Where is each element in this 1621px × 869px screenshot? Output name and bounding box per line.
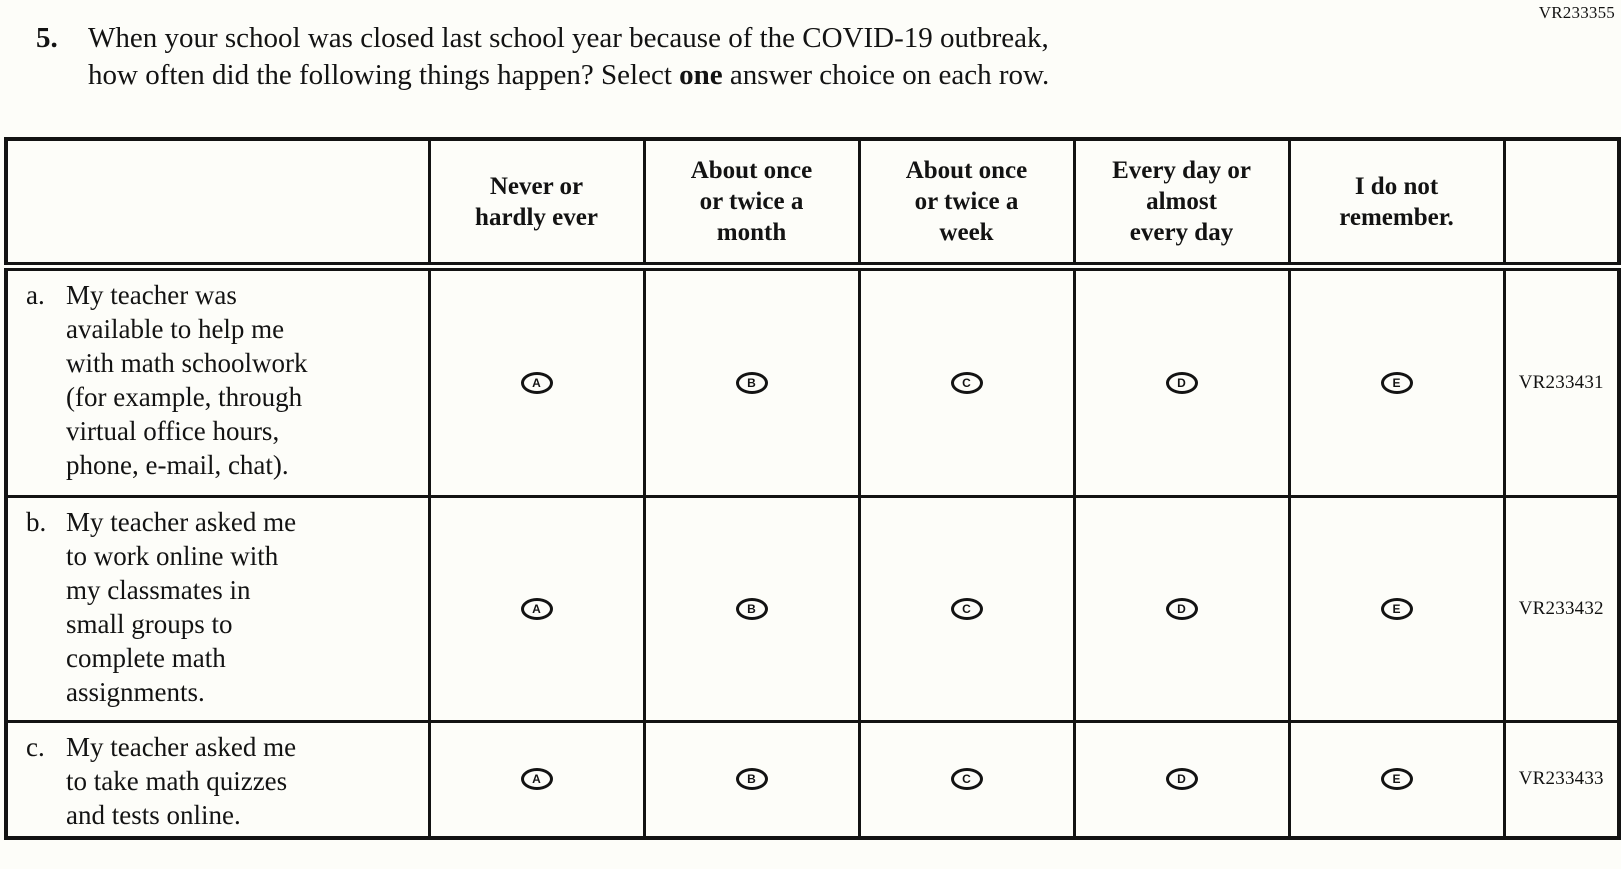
- question-text: When your school was closed last school …: [88, 20, 1049, 94]
- answer-cell-a-E: E: [1287, 265, 1506, 498]
- row-statement-c: My teacher asked me to take math quizzes…: [66, 732, 297, 830]
- column-header-do-not-remember: I do not remember.: [1287, 137, 1506, 271]
- answer-cell-c-D: D: [1072, 720, 1291, 839]
- row-code-a: VR233431: [1502, 265, 1621, 498]
- answer-bubble-b-D[interactable]: D: [1165, 598, 1198, 620]
- answer-cell-a-C: C: [857, 265, 1076, 498]
- row-label-a: a.: [26, 280, 45, 310]
- answer-bubble-a-C[interactable]: C: [950, 372, 983, 394]
- statement-column-header-empty: [4, 137, 431, 271]
- statement-cell-c: c. My teacher asked me to take math quiz…: [4, 720, 431, 839]
- column-header-once-twice-month: About once or twice a month: [642, 137, 861, 271]
- row-label-b: b.: [26, 507, 47, 537]
- row-label-c: c.: [26, 732, 45, 762]
- table-row-c: c. My teacher asked me to take math quiz…: [4, 720, 1621, 839]
- answer-cell-c-B: B: [642, 720, 861, 839]
- answer-bubble-a-A[interactable]: A: [520, 372, 553, 394]
- answer-bubble-b-B[interactable]: B: [735, 598, 768, 620]
- table-row-b: b. My teacher asked me to work online wi…: [4, 495, 1621, 723]
- question-block: 5. When your school was closed last scho…: [36, 20, 1049, 94]
- question-line-2: how often did the following things happe…: [88, 57, 1049, 94]
- answer-bubble-c-B[interactable]: B: [735, 768, 768, 791]
- answer-cell-a-B: B: [642, 265, 861, 498]
- row-statement-b: My teacher asked me to work online with …: [66, 507, 297, 707]
- answer-bubble-a-B[interactable]: B: [735, 372, 768, 394]
- answer-cell-c-A: A: [427, 720, 646, 839]
- answer-bubble-b-A[interactable]: A: [520, 598, 553, 620]
- question-line-2-bold: one: [679, 59, 723, 91]
- column-header-once-twice-week: About once or twice a week: [857, 137, 1076, 271]
- answer-cell-a-A: A: [427, 265, 646, 498]
- answer-bubble-c-D[interactable]: D: [1165, 768, 1198, 791]
- page-form-code: VR233355: [1538, 3, 1615, 22]
- answer-bubble-b-E[interactable]: E: [1380, 598, 1413, 620]
- code-column-header-empty: [1502, 137, 1621, 271]
- answer-cell-a-D: D: [1072, 265, 1291, 498]
- answer-bubble-a-E[interactable]: E: [1380, 372, 1413, 394]
- answer-bubble-c-A[interactable]: A: [520, 768, 553, 791]
- question-line-1: When your school was closed last school …: [88, 22, 1049, 54]
- answer-cell-c-E: E: [1287, 720, 1506, 839]
- column-header-every-day: Every day or almost every day: [1072, 137, 1291, 271]
- statement-cell-b: b. My teacher asked me to work online wi…: [4, 495, 431, 723]
- answer-cell-b-A: A: [427, 495, 646, 723]
- answer-cell-b-B: B: [642, 495, 861, 723]
- question-line-2-post: answer choice on each row.: [722, 59, 1050, 91]
- answer-bubble-c-C[interactable]: C: [950, 768, 983, 791]
- answer-cell-c-C: C: [857, 720, 1076, 839]
- answer-cell-b-C: C: [857, 495, 1076, 723]
- row-statement-a: My teacher was available to help me with…: [66, 280, 308, 480]
- table-row-a: a. My teacher was available to help me w…: [4, 265, 1621, 498]
- answer-bubble-c-E[interactable]: E: [1380, 768, 1413, 791]
- answer-cell-b-E: E: [1287, 495, 1506, 723]
- row-code-c: VR233433: [1502, 720, 1621, 839]
- answer-bubble-b-C[interactable]: C: [950, 598, 983, 620]
- answer-bubble-a-D[interactable]: D: [1165, 372, 1198, 394]
- row-code-b: VR233432: [1502, 495, 1621, 723]
- header-row: Never or hardly ever About once or twice…: [4, 137, 1621, 271]
- question-number: 5.: [36, 22, 58, 54]
- column-header-never: Never or hardly ever: [427, 137, 646, 271]
- question-line-2-pre: how often did the following things happe…: [88, 59, 680, 91]
- statement-cell-a: a. My teacher was available to help me w…: [4, 265, 431, 498]
- answer-matrix-table: Never or hardly ever About once or twice…: [4, 137, 1621, 840]
- answer-cell-b-D: D: [1072, 495, 1291, 723]
